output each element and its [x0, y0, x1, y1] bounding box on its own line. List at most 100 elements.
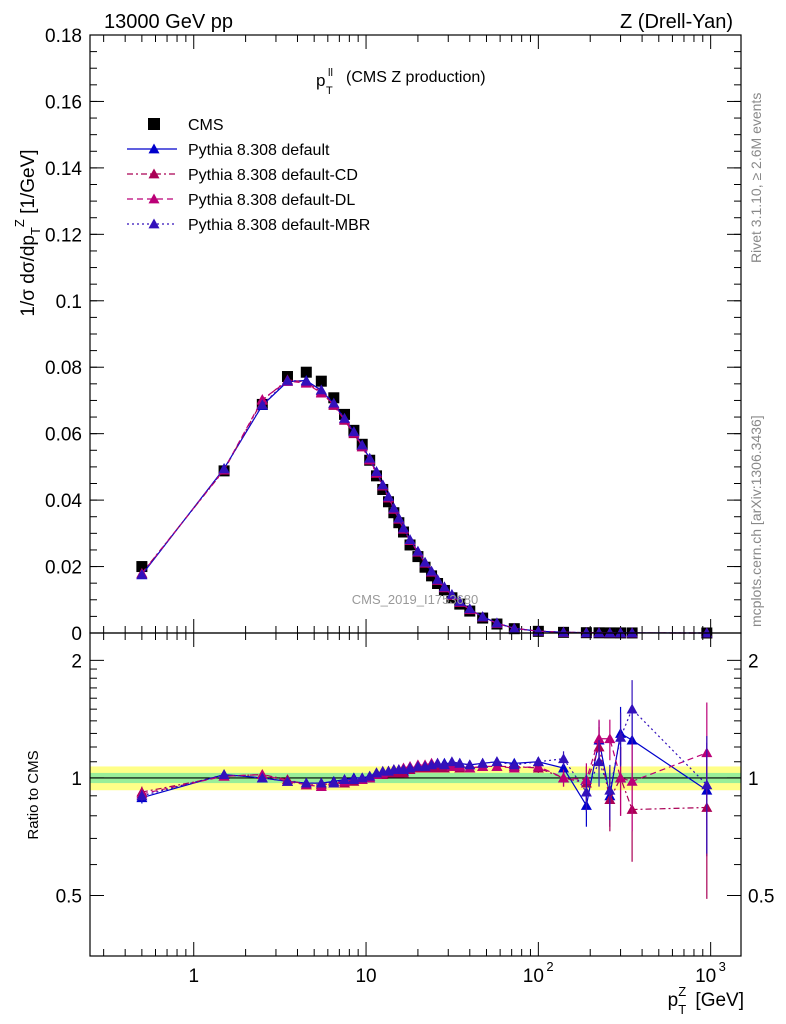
main-y-tick-label: 0.18 [45, 26, 82, 47]
ratio-point [315, 777, 327, 788]
x-tick-label: 10 [355, 966, 376, 987]
ratio-point [328, 777, 340, 788]
x-axis-label: pTZ [GeV] [668, 984, 744, 1017]
model-point [393, 512, 405, 523]
ratio-point [615, 731, 627, 742]
plot-title-base: p [316, 71, 325, 90]
ratio-y-tick-label-right: 2 [748, 651, 759, 672]
ratio-point [339, 774, 351, 785]
ratio-y-tick-label: 2 [71, 651, 82, 672]
ratio-point [446, 756, 458, 767]
ratio-point [412, 760, 424, 771]
data-point [315, 375, 327, 387]
ratio-point [558, 762, 570, 773]
plot-title: p ll T (CMS Z production) [316, 67, 486, 97]
main-y-tick-label: 0.04 [45, 491, 82, 512]
model-point [604, 627, 616, 638]
model-point [412, 545, 424, 556]
model-point [328, 397, 340, 408]
ratio-point [580, 786, 592, 797]
legend-marker [148, 193, 160, 204]
ratio-point [477, 757, 489, 768]
model-point [356, 439, 368, 450]
main-y-tick-label: 0.08 [45, 358, 82, 379]
model-point [315, 384, 327, 395]
plot-title-rest: (CMS Z production) [346, 69, 486, 86]
model-point [558, 626, 570, 637]
ratio-point [593, 733, 605, 744]
ratio-point [532, 756, 544, 767]
legend-marker [148, 218, 160, 229]
header-left: 13000 GeV pp [104, 11, 233, 33]
rivet-version-text: Rivet 3.1.10, ≥ 2.6M events [748, 93, 764, 263]
legend-label: Pythia 8.308 default [188, 142, 330, 159]
ratio-point [136, 790, 148, 801]
model-point [256, 399, 268, 410]
ratio-y-tick-label-right: 1 [748, 769, 759, 790]
main-y-tick-label: 0.02 [45, 558, 82, 579]
model-point [388, 502, 400, 513]
ratio-point [464, 759, 476, 770]
ratio-point [626, 775, 638, 786]
legend-label: Pythia 8.308 default-DL [188, 192, 355, 209]
analysis-watermark: CMS_2019_I1753680 [352, 592, 479, 607]
ratio-point [491, 756, 503, 767]
ratio-point [364, 770, 376, 781]
legend-label: Pythia 8.308 default-MBR [188, 217, 370, 234]
model-point [615, 627, 627, 638]
model-point [218, 463, 230, 474]
y-axis-label: 1/σ dσ/dpTZ [1/GeV] [12, 149, 43, 316]
ratio-point [701, 779, 713, 790]
ratio-y-tick-label-right: 0.5 [748, 887, 774, 908]
plot-title-sup: ll [328, 67, 333, 79]
main-y-tick-label: 0.1 [56, 292, 82, 313]
model-point [432, 574, 444, 584]
model-point [256, 393, 268, 404]
model-point [371, 466, 383, 476]
ratio-point [558, 753, 570, 764]
model-point [477, 611, 489, 622]
ratio-point [454, 757, 466, 768]
ratio-point [593, 756, 605, 767]
ratio-point [281, 775, 293, 786]
ratio-point [218, 769, 230, 779]
x-tick-label: 10 [695, 966, 716, 987]
main-y-tick-label: 0 [71, 624, 82, 645]
ratio-point [348, 774, 360, 785]
model-point [398, 522, 410, 533]
model-point [454, 595, 466, 606]
ratio-point [615, 772, 627, 783]
legend-label: CMS [188, 117, 224, 134]
model-point [136, 569, 148, 579]
ratio-y-tick-label: 1 [71, 769, 82, 790]
legend-marker [148, 168, 160, 179]
main-y-tick-label: 0.14 [45, 159, 82, 180]
model-point [404, 534, 416, 545]
model-point [300, 375, 312, 386]
model-point [426, 565, 438, 576]
ratio-y-axis-label: Ratio to CMS [25, 750, 42, 839]
model-point [508, 622, 520, 633]
model-point [593, 627, 605, 638]
y-axis-label-text: 1/σ dσ/dpTZ [1/GeV] [12, 149, 43, 316]
ratio-point [626, 703, 638, 714]
ratio-plot-frame [89, 632, 742, 957]
main-y-tick-label: 0.12 [45, 225, 82, 246]
ratio-point [256, 772, 268, 783]
ratio-point [438, 759, 450, 770]
legend: CMS Pythia 8.308 default Pythia 8.308 defa… [127, 117, 370, 234]
x-tick-label: 10 [523, 966, 544, 987]
model-point [438, 581, 450, 592]
model-point [626, 627, 638, 638]
ratio-point [404, 762, 416, 773]
model-point [364, 452, 376, 463]
x-tick-exponent: 3 [719, 959, 726, 974]
x-tick-label: 1 [188, 966, 199, 987]
model-point [580, 627, 592, 638]
data-point [136, 561, 148, 573]
model-point [281, 375, 293, 385]
legend-label: Pythia 8.308 default-CD [188, 167, 358, 184]
main-y-tick-label: 0.16 [45, 92, 82, 113]
model-point [464, 603, 476, 614]
